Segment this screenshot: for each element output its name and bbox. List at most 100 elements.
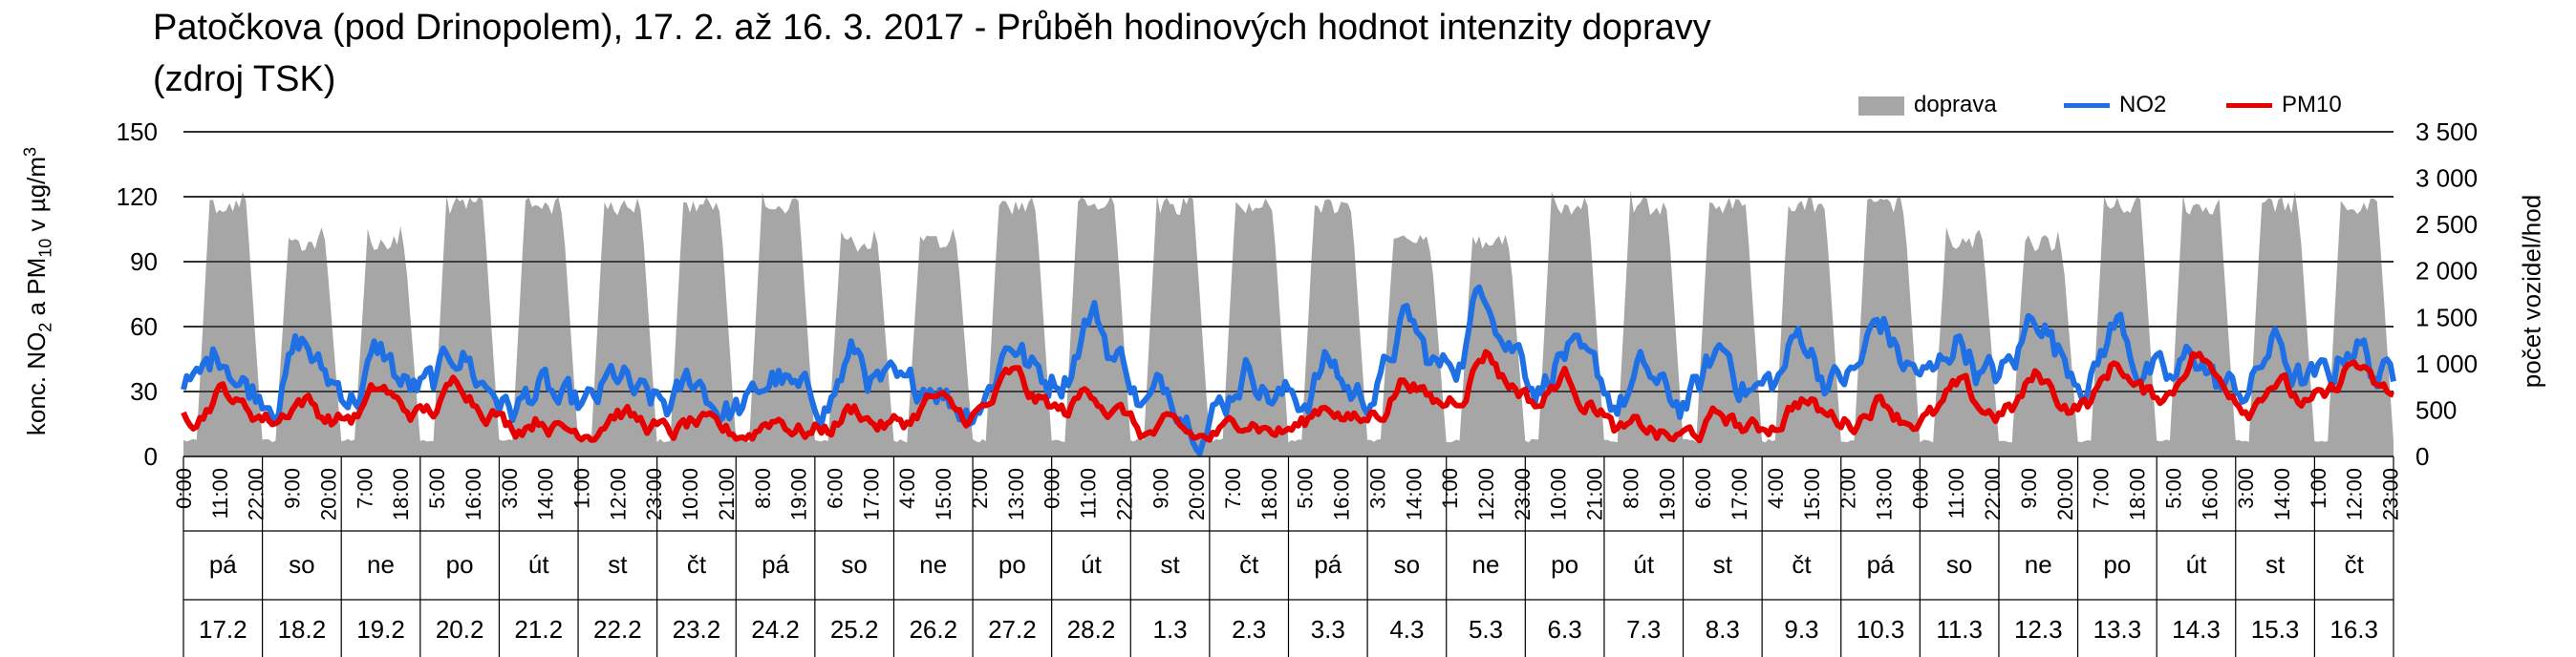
x-hour-tick-label: 3:00 (498, 468, 522, 509)
y-right-tick-label: 0 (2415, 442, 2429, 471)
series-no2-line (181, 284, 2396, 456)
y-left-tick-label: 60 (130, 312, 158, 341)
legend-item-doprava: doprava (1858, 92, 1997, 118)
x-hour-tick-label: 1:00 (2307, 468, 2330, 509)
day-name-label: ne (367, 550, 395, 579)
x-hour-tick-label: 16:00 (2198, 468, 2222, 520)
day-name-label: pá (209, 550, 237, 579)
day-name-label: út (1081, 550, 1102, 579)
x-hour-tick-label: 15:00 (932, 468, 955, 520)
legend-label-doprava: doprava (1914, 92, 1997, 117)
x-hour-tick-label: 11:00 (1944, 468, 1968, 519)
date-label: 10.3 (1857, 615, 1905, 644)
day-name-label: so (841, 550, 867, 579)
day-name-label: út (1633, 550, 1654, 579)
day-name-label: pá (762, 550, 789, 579)
x-hour-tick-label: 9:00 (281, 468, 305, 509)
day-name-label: ne (2025, 550, 2052, 579)
legend-item-no2: NO2 (2064, 92, 2166, 118)
day-name-label: st (608, 550, 628, 579)
y-right-tick-label: 2 500 (2415, 210, 2478, 239)
x-hour-tick-label: 2:00 (1836, 468, 1860, 509)
x-hour-tick-label: 14:00 (2270, 468, 2294, 520)
day-name-label: út (2186, 550, 2207, 579)
date-label: 8.3 (1706, 615, 1740, 644)
x-hour-tick-label: 12:00 (606, 468, 630, 520)
day-name-label: út (528, 550, 549, 579)
x-hour-tick-label: 4:00 (1764, 468, 1788, 509)
day-name-label: st (1160, 550, 1180, 579)
x-hour-tick-label: 20:00 (316, 468, 340, 520)
day-name-label: so (1394, 550, 1420, 579)
x-hour-tick-label: 6:00 (1691, 468, 1715, 509)
y-right-tick-label: 500 (2415, 395, 2457, 424)
x-hour-tick-label: 12:00 (1474, 468, 1498, 520)
day-name-label: čt (1792, 550, 1812, 579)
x-hour-tick-label: 7:00 (2090, 468, 2114, 509)
x-hour-tick-label: 3:00 (2234, 468, 2258, 509)
date-label: 4.3 (1389, 615, 1424, 644)
date-label: 12.3 (2014, 615, 2063, 644)
x-hour-tick-label: 9:00 (2017, 468, 2041, 509)
y-right-tick-label: 2 000 (2415, 257, 2478, 286)
x-hour-tick-label: 1:00 (1438, 468, 1462, 509)
date-label: 21.2 (514, 615, 563, 644)
y-right-tick-label: 1 000 (2415, 350, 2478, 378)
day-name-label: ne (919, 550, 947, 579)
x-hour-tick-label: 23:00 (2379, 468, 2403, 520)
day-name-label: pá (1314, 550, 1342, 579)
legend-swatch-no2 (2064, 103, 2110, 109)
x-hour-tick-label: 16:00 (462, 468, 485, 520)
x-hour-tick-label: 20:00 (2053, 468, 2077, 520)
series-pm10-line (181, 349, 2394, 444)
x-hour-tick-label: 21:00 (715, 468, 739, 520)
x-hour-tick-label: 10:00 (678, 468, 702, 520)
x-hour-tick-label: 19:00 (1655, 468, 1679, 520)
chart-subtitle: (zdroj TSK) (153, 59, 336, 99)
day-name-label: čt (1239, 550, 1259, 579)
series-doprava-area (183, 190, 2394, 456)
x-hour-tick-label: 22:00 (245, 468, 268, 520)
date-label: 16.3 (2329, 615, 2378, 644)
day-name-label: po (446, 550, 474, 579)
date-label: 3.3 (1311, 615, 1345, 644)
day-name-label: po (2103, 550, 2131, 579)
x-hour-tick-label: 18:00 (1257, 468, 1281, 520)
x-hour-tick-label: 14:00 (534, 468, 558, 520)
date-label: 7.3 (1626, 615, 1661, 644)
x-hour-tick-label: 14:00 (1402, 468, 1426, 520)
x-hour-tick-label: 2:00 (968, 468, 992, 509)
x-hour-tick-label: 5:00 (425, 468, 449, 509)
x-hour-tick-label: 6:00 (824, 468, 848, 509)
x-hour-tick-label: 20:00 (1185, 468, 1209, 520)
date-label: 25.2 (830, 615, 879, 644)
date-label: 6.3 (1548, 615, 1582, 644)
legend-label-no2: NO2 (2119, 92, 2167, 117)
y-left-tick-label: 0 (144, 442, 158, 471)
date-label: 11.3 (1936, 615, 1983, 644)
x-hour-tick-label: 13:00 (1004, 468, 1028, 520)
day-name-label: po (1551, 550, 1578, 579)
x-hour-tick-label: 11:00 (208, 468, 232, 519)
date-label: 15.3 (2251, 615, 2300, 644)
day-name-label: čt (687, 550, 707, 579)
day-name-label: čt (2345, 550, 2365, 579)
date-label: 1.3 (1153, 615, 1188, 644)
y-left-tick-label: 30 (130, 377, 158, 406)
date-label: 19.2 (356, 615, 405, 644)
x-hour-tick-label: 18:00 (2126, 468, 2150, 520)
x-hour-tick-label: 10:00 (1547, 468, 1571, 520)
date-label: 2.3 (1232, 615, 1266, 644)
x-hour-tick-label: 22:00 (1112, 468, 1136, 520)
date-label: 20.2 (436, 615, 484, 644)
y-right-tick-label: 3 500 (2415, 117, 2478, 146)
x-hour-tick-label: 8:00 (1619, 468, 1642, 509)
date-label: 24.2 (751, 615, 800, 644)
x-hour-tick-label: 15:00 (1800, 468, 1824, 520)
date-label: 28.2 (1067, 615, 1116, 644)
date-label: 14.3 (2172, 615, 2221, 644)
x-hour-tick-label: 23:00 (642, 468, 666, 520)
legend-swatch-pm10 (2226, 103, 2272, 109)
date-label: 27.2 (988, 615, 1037, 644)
